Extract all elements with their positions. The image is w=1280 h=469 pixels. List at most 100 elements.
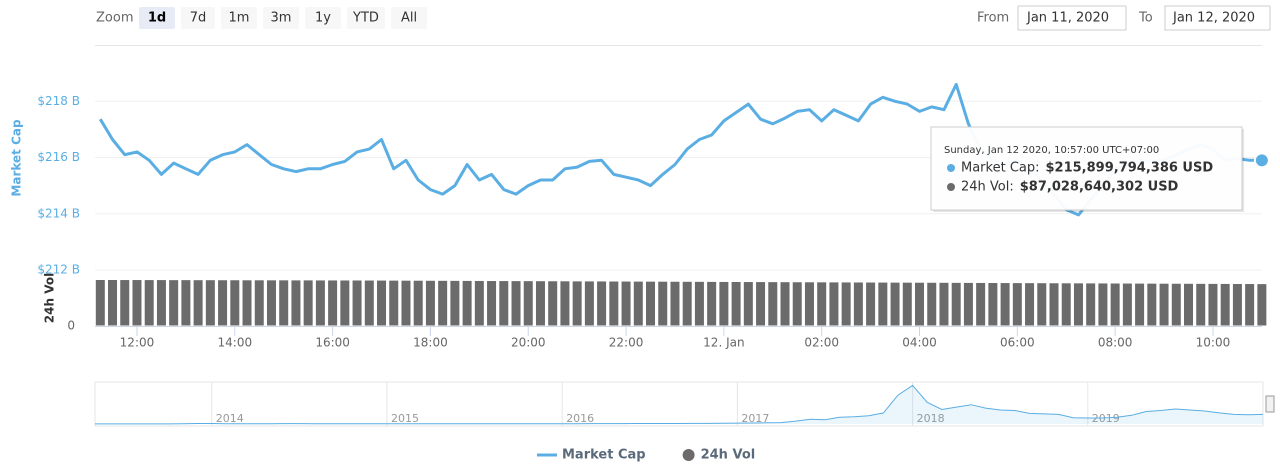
- volume-bar: [327, 279, 339, 327]
- grid: $212 B $214 B $216 B $218 B 0 12:00 14:00 16:00…: [37, 94, 1262, 350]
- y-tick-label: $212 B: [37, 263, 80, 277]
- volume-bar: [1195, 282, 1207, 327]
- x-tick-label: 14:00: [218, 336, 253, 350]
- volume-bar: [412, 279, 424, 327]
- navigator[interactable]: 2014 2015 2016 2017 2018 2019: [94, 381, 1275, 427]
- volume-bar: [486, 280, 498, 327]
- volume-bar: [1072, 282, 1084, 327]
- volume-bar: [669, 280, 681, 327]
- volume-bar: [168, 279, 180, 327]
- volume-bar: [1024, 282, 1036, 327]
- zoom-button-label[interactable]: 1m: [229, 11, 250, 26]
- volume-bar: [437, 279, 449, 327]
- x-tick-label: 08:00: [1098, 336, 1133, 350]
- zoom-button[interactable]: [305, 7, 341, 29]
- x-tick-label: 12:00: [120, 336, 155, 350]
- to-input-box[interactable]: [1164, 5, 1271, 31]
- zoom-button[interactable]: [347, 7, 385, 29]
- zoom-button-label[interactable]: 7d: [190, 11, 207, 26]
- volume-bar: [1011, 282, 1023, 327]
- volume-bar: [950, 281, 962, 327]
- navigator-line: [95, 384, 1264, 425]
- volume-bar: [143, 279, 155, 327]
- from-input-box[interactable]: [1017, 5, 1127, 31]
- volume-bar: [1207, 282, 1219, 327]
- volume-bar: [498, 280, 510, 327]
- y-tick-label: $216 B: [37, 150, 80, 164]
- volume-bar: [351, 279, 363, 327]
- navigator-label: 2019: [1092, 412, 1120, 425]
- volume-bar: [645, 280, 657, 327]
- volume-bar: [1219, 282, 1231, 327]
- volume-bar: [1048, 282, 1060, 327]
- volume-bar: [1183, 282, 1195, 327]
- zoom-buttons: 1d 7d 1m 3m 1y YTD All: [139, 7, 427, 29]
- volume-bar: [131, 279, 143, 327]
- y2-tick-label: 0: [67, 319, 75, 333]
- volume-bar: [852, 281, 864, 327]
- volume-bar: [718, 280, 730, 327]
- volume-bar: [94, 278, 106, 327]
- y-axis-title: Market Cap: [10, 119, 24, 197]
- zoom-button-label[interactable]: YTD: [352, 11, 379, 26]
- y2-axis-title: 24h Vol: [43, 273, 57, 323]
- volume-bar: [290, 279, 302, 327]
- zoom-button[interactable]: [181, 7, 215, 29]
- volume-bar: [1170, 282, 1182, 327]
- legend-item[interactable]: Market Cap: [537, 448, 646, 463]
- volume-bar: [1121, 282, 1133, 327]
- volume-bar: [107, 278, 119, 327]
- from-label: From: [977, 11, 1009, 26]
- volume-bar: [865, 281, 877, 327]
- line: [99, 82, 1262, 217]
- navigator-frame: [94, 381, 1264, 427]
- navigator-label: 2015: [391, 412, 419, 425]
- volume-bar: [1097, 282, 1109, 327]
- zoom-button-label[interactable]: 1d: [148, 11, 166, 26]
- volume-bar: [1060, 282, 1072, 327]
- volume-bar: [999, 282, 1011, 327]
- tooltip-value: $215,899,794,386 USD: [1046, 161, 1214, 176]
- navigator-handle[interactable]: [1265, 395, 1275, 413]
- volume-bar: [840, 281, 852, 327]
- zoom-button-label[interactable]: All: [401, 11, 417, 26]
- zoom-button-label[interactable]: 1y: [315, 11, 331, 26]
- volume-bar: [449, 279, 461, 327]
- to-input[interactable]: Jan 12, 2020: [1172, 11, 1255, 26]
- tooltip-title: Sunday, Jan 12 2020, 10:57:00 UTC+07:00: [944, 145, 1159, 156]
- volume-bar: [657, 280, 669, 327]
- legend: Market Cap 24h Vol: [537, 448, 755, 463]
- legend-label[interactable]: 24h Vol: [701, 448, 756, 463]
- zoom-button[interactable]: [139, 7, 175, 29]
- volume-bar: [914, 281, 926, 327]
- volume-bar: [302, 279, 314, 327]
- volume-bar: [265, 279, 277, 327]
- legend-symbol[interactable]: [682, 449, 695, 461]
- zoom-button[interactable]: [263, 7, 299, 29]
- volume-bar: [901, 281, 913, 327]
- legend-label[interactable]: Market Cap: [562, 448, 646, 463]
- volume-bar: [1256, 283, 1268, 327]
- volume-bar: [706, 280, 718, 327]
- y-tick-label: $218 B: [37, 94, 80, 108]
- volume-bar: [596, 280, 608, 327]
- volume-bar: [926, 281, 938, 327]
- volume-bar: [473, 279, 485, 327]
- volume-bar: [889, 281, 901, 327]
- zoom-button-label[interactable]: 3m: [271, 11, 292, 26]
- from-input[interactable]: Jan 11, 2020: [1026, 11, 1109, 26]
- navigator-label: 2014: [216, 412, 244, 425]
- tooltip-value: $87,028,640,302 USD: [1020, 180, 1179, 195]
- zoom-button[interactable]: [221, 7, 257, 29]
- volume-bar: [938, 281, 950, 327]
- volume-bar: [559, 280, 571, 327]
- zoom-button[interactable]: [391, 7, 427, 29]
- volume-bar: [828, 281, 840, 327]
- volume-bar: [278, 279, 290, 327]
- volume-bar: [388, 279, 400, 327]
- volume-bar: [155, 279, 167, 327]
- x-tick-label: 20:00: [511, 336, 546, 350]
- legend-item[interactable]: 24h Vol: [682, 448, 756, 463]
- plot: [94, 82, 1270, 327]
- volume-bar: [229, 279, 241, 327]
